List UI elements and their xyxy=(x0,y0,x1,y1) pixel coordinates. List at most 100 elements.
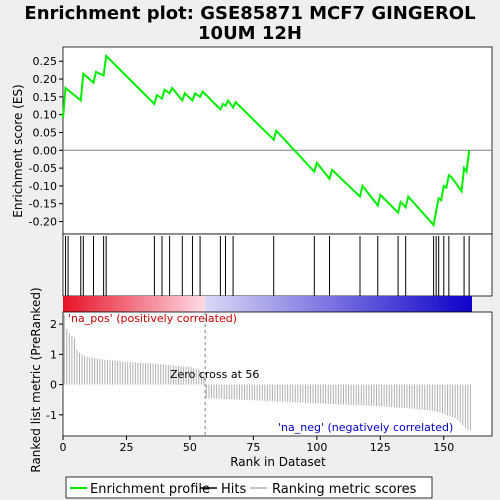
colorbar-cell xyxy=(301,296,305,312)
colorbar-cell xyxy=(139,296,142,312)
colorbar-cell xyxy=(443,296,447,312)
colorbar-cell xyxy=(405,296,409,312)
colorbar-cell xyxy=(63,296,66,312)
colorbar-cell xyxy=(382,296,386,312)
es-curve xyxy=(62,53,471,228)
colorbar-cell xyxy=(212,296,216,312)
colorbar-cell xyxy=(164,296,168,312)
colorbar-cell xyxy=(121,296,125,312)
colorbar-cell xyxy=(215,296,219,312)
colorbar-cell xyxy=(271,296,274,312)
chart-title-line1: Enrichment plot: GSE85871 MCF7 GINGEROL xyxy=(24,3,475,24)
colorbar-cell xyxy=(220,296,224,312)
es-ytick-label: -0.15 xyxy=(29,198,57,211)
metric-ytick-label: -1 xyxy=(46,409,57,422)
colorbar-cell xyxy=(174,296,178,312)
colorbar-cell xyxy=(426,296,429,312)
colorbar-cell xyxy=(200,296,203,312)
colorbar-cell xyxy=(349,296,353,312)
es-ytick-label: 0.05 xyxy=(33,126,58,139)
colorbar-cell xyxy=(177,296,181,312)
es-ytick-label: 0.10 xyxy=(33,109,58,122)
colorbar-cell xyxy=(288,296,292,312)
colorbar-cell xyxy=(273,296,277,312)
es-y-label: Enrichment score (ES) xyxy=(11,84,25,217)
colorbar-cell xyxy=(441,296,445,312)
colorbar-cell xyxy=(299,296,302,312)
colorbar-cell xyxy=(233,296,236,312)
colorbar-cell xyxy=(101,296,104,312)
colorbar-cell xyxy=(324,296,328,312)
colorbar-cell xyxy=(261,296,264,312)
hits-panel xyxy=(62,233,493,297)
colorbar-cell xyxy=(408,296,412,312)
colorbar-cell xyxy=(240,296,244,312)
colorbar-cell xyxy=(88,296,92,312)
colorbar-cell xyxy=(377,296,381,312)
colorbar-cell xyxy=(266,296,269,312)
colorbar-cell xyxy=(448,296,452,312)
colorbar-cell xyxy=(151,296,155,312)
colorbar-cell xyxy=(420,296,424,312)
es-ytick-label: -0.20 xyxy=(29,216,57,229)
colorbar-cell xyxy=(189,296,193,312)
colorbar-cell xyxy=(316,296,320,312)
colorbar-cell xyxy=(360,296,363,312)
colorbar-cell xyxy=(390,296,394,312)
es-ytick-label: -0.05 xyxy=(29,162,57,175)
colorbar-cell xyxy=(304,296,307,312)
colorbar-cell xyxy=(78,296,82,312)
xtick-label: 75 xyxy=(246,441,260,454)
colorbar-cell xyxy=(172,296,175,312)
colorbar-cell xyxy=(83,296,87,312)
colorbar-cell xyxy=(354,296,358,312)
colorbar-cell xyxy=(286,296,290,312)
xtick-label: 125 xyxy=(370,441,391,454)
colorbar-cell xyxy=(431,296,434,312)
xtick-label: 50 xyxy=(183,441,197,454)
colorbar-cell xyxy=(278,296,282,312)
metric-ytick-label: 2 xyxy=(50,318,57,331)
colorbar-cell xyxy=(294,296,297,312)
colorbar-cell xyxy=(433,296,437,312)
colorbar-cell xyxy=(192,296,196,312)
legend-ranking-label: Ranking metric scores xyxy=(272,482,417,497)
colorbar-cell xyxy=(469,296,472,312)
colorbar-cell xyxy=(370,296,373,312)
colorbar-cell xyxy=(210,296,214,312)
colorbar-cell xyxy=(197,296,201,312)
colorbar-cell xyxy=(195,296,198,312)
colorbar-cell xyxy=(446,296,450,312)
colorbar-cell xyxy=(344,296,348,312)
colorbar-cell xyxy=(131,296,135,312)
colorbar-cell xyxy=(375,296,379,312)
colorbar-cell xyxy=(75,296,79,312)
colorbar-cell xyxy=(456,296,460,312)
colorbar-cell xyxy=(327,296,330,312)
es-y-axis: -0.20 -0.15 -0.10 -0.05 0.00 0.05 0.10 0.15 0.20… xyxy=(29,55,63,229)
colorbar-cell xyxy=(156,296,160,312)
colorbar-cell xyxy=(126,296,130,312)
colorbar-cell xyxy=(129,296,132,312)
colorbar-cell xyxy=(403,296,406,312)
colorbar-cell xyxy=(106,296,109,312)
colorbar-cell xyxy=(367,296,371,312)
colorbar-cell xyxy=(311,296,315,312)
legend-box xyxy=(65,476,433,499)
colorbar-cell xyxy=(116,296,120,312)
colorbar-cell xyxy=(136,296,140,312)
xtick-label: 25 xyxy=(119,441,133,454)
es-ytick-label: 0.25 xyxy=(33,55,58,68)
colorbar-cell xyxy=(332,296,335,312)
colorbar-cell xyxy=(222,296,226,312)
colorbar-cell xyxy=(205,296,208,312)
colorbar-cell xyxy=(387,296,391,312)
xtick-label: 100 xyxy=(306,441,327,454)
colorbar-cell xyxy=(309,296,313,312)
colorbar-cell xyxy=(329,296,333,312)
colorbar-cell xyxy=(461,296,465,312)
colorbar-cell xyxy=(123,296,127,312)
colorbar-cell xyxy=(413,296,417,312)
colorbar-cell xyxy=(65,296,69,312)
legend-hits-label: Hits xyxy=(221,482,246,497)
